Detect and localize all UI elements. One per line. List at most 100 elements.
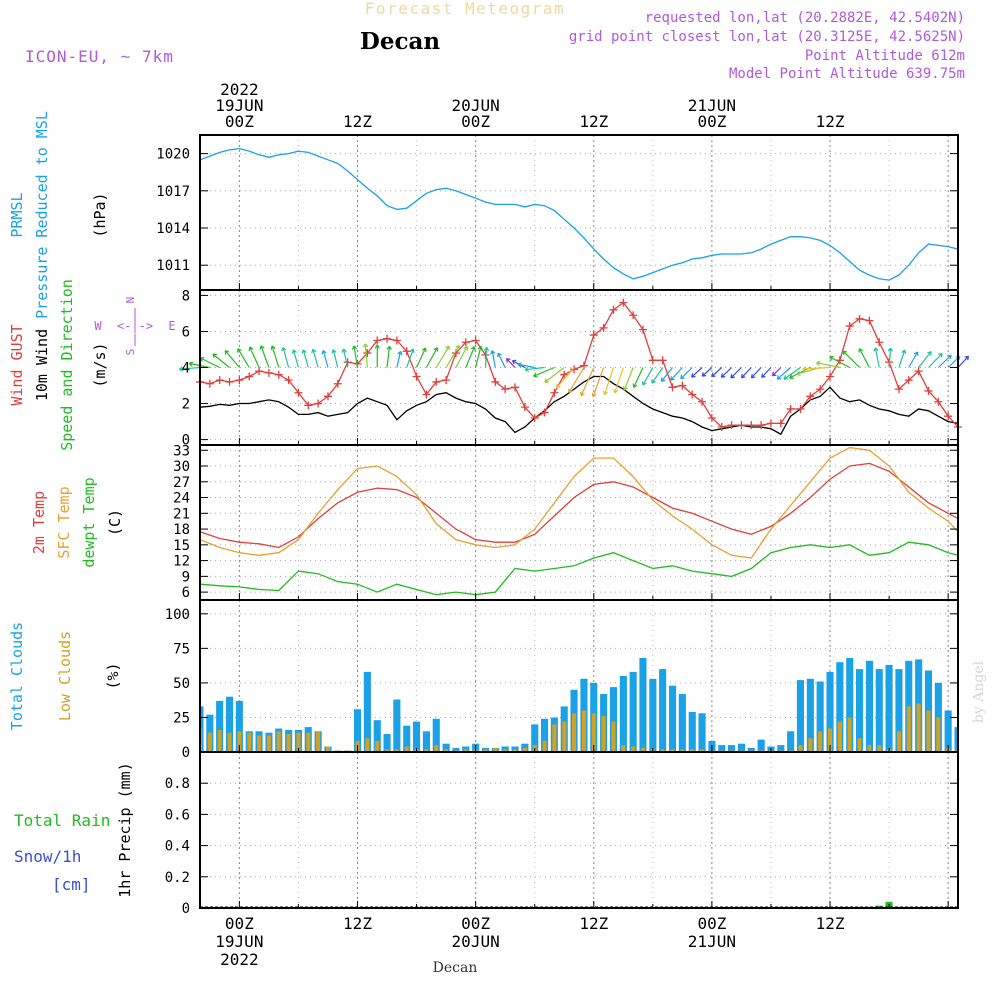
gust-point <box>501 385 510 394</box>
wind-direction-arrow <box>613 367 624 394</box>
wind-direction-arrow <box>591 367 605 398</box>
gust-point <box>707 413 716 422</box>
wind-direction-arrow <box>711 367 723 378</box>
wind-direction-arrow <box>331 349 339 368</box>
panel-frame-precipitation <box>199 751 959 909</box>
total-cloud-bar <box>403 725 411 752</box>
low-cloud-bar <box>404 746 409 752</box>
panel-frame-pressure <box>199 134 959 291</box>
gust-point <box>530 413 539 422</box>
top-time-label: 12Z <box>343 112 372 131</box>
low-cloud-bar <box>503 749 508 752</box>
wind-direction-arrow <box>898 349 907 368</box>
gust-point <box>806 392 815 401</box>
total-cloud-bar <box>619 676 627 752</box>
gust-point <box>442 376 451 385</box>
y-tick-label-wind: 2 <box>182 397 190 413</box>
panel-label-pressure: PRMSL <box>8 192 26 237</box>
wind-direction-arrow <box>556 367 575 389</box>
rain-bar <box>875 905 883 908</box>
gust-point <box>570 365 579 374</box>
total-cloud-bar <box>521 743 529 752</box>
wind-direction-arrow <box>761 367 772 378</box>
gust-point <box>845 322 854 331</box>
wind-direction-arrow <box>301 349 309 368</box>
gust-point <box>894 385 903 394</box>
wind-direction-arrow <box>816 360 841 369</box>
low-cloud-bar <box>916 703 921 752</box>
wind-direction-arrow <box>771 367 782 377</box>
low-cloud-bar <box>896 731 901 752</box>
bottom-time-label: 12Z <box>343 914 372 933</box>
total-cloud-bar <box>649 678 657 752</box>
y-tick-label-precipitation: 0.2 <box>165 870 190 886</box>
panel-label-wind: Speed and Direction <box>58 279 76 451</box>
panel-label-wind: 10m Wind <box>33 329 51 401</box>
bottom-time-label: 2022 <box>220 950 259 969</box>
top-time-label: 20JUN <box>452 96 500 115</box>
wind-direction-arrow <box>505 357 516 368</box>
panel-label-temperature: (C) <box>106 509 124 536</box>
precip-unit-label: [cm] <box>52 875 91 894</box>
y-tick-label-wind: 0 <box>182 433 190 449</box>
gust-point <box>688 390 697 399</box>
wind-direction-arrow <box>396 350 403 368</box>
low-cloud-bar <box>877 745 882 752</box>
low-cloud-bar <box>542 740 547 752</box>
wind-direction-arrow <box>425 347 439 368</box>
top-time-label: 00Z <box>461 112 490 131</box>
gust-point <box>383 334 392 343</box>
low-cloud-bar <box>818 731 823 752</box>
wind-direction-arrow <box>670 367 683 381</box>
wind-direction-arrow <box>248 346 260 368</box>
low-cloud-bar <box>266 735 271 752</box>
compass-south: S <box>124 349 137 356</box>
gust-point <box>796 404 805 413</box>
gust-point <box>757 421 766 430</box>
precip-snow-label: Snow/1h <box>14 847 81 866</box>
wind-direction-arrow <box>270 345 280 368</box>
total-cloud-bar <box>413 721 421 752</box>
y-tick-label-temperature: 18 <box>173 522 190 538</box>
total-cloud-bar <box>865 660 873 752</box>
y-tick-label-precipitation: 0.6 <box>165 807 190 823</box>
data-layer <box>178 147 970 908</box>
wind-direction-arrow <box>750 367 762 379</box>
low-cloud-bar <box>690 749 695 752</box>
header-title-top: Forecast Meteogram <box>365 0 565 18</box>
y-tick-label-temperature: 21 <box>173 506 190 522</box>
total-cloud-bar <box>531 724 539 752</box>
low-cloud-bar <box>601 716 606 752</box>
low-cloud-bar <box>306 732 311 752</box>
gust-point <box>402 347 411 356</box>
low-cloud-bar <box>483 749 488 752</box>
y-tick-label-temperature: 6 <box>182 585 190 601</box>
low-cloud-bar <box>808 738 813 752</box>
total-cloud-bar <box>728 745 736 752</box>
total-cloud-bar <box>216 700 224 752</box>
compass-north: N <box>124 297 137 304</box>
gust-point <box>245 372 254 381</box>
gust-point <box>914 367 923 376</box>
low-cloud-bar <box>207 732 212 752</box>
total-cloud-bar <box>669 685 677 752</box>
total-cloud-bar <box>354 709 362 752</box>
gust-point <box>816 385 825 394</box>
y-tick-label-pressure: 1011 <box>156 258 190 274</box>
gust-point <box>333 379 342 388</box>
gust-point <box>934 397 943 406</box>
wind-direction-arrow <box>740 367 752 379</box>
total-cloud-bar <box>875 669 883 752</box>
series-line-wind-1 <box>199 375 959 436</box>
wind-direction-arrow <box>341 348 349 368</box>
y-tick-label-clouds: 50 <box>173 676 190 692</box>
series-line-wind-0 <box>199 301 959 428</box>
total-cloud-bar <box>609 687 617 752</box>
gust-point <box>786 404 795 413</box>
low-cloud-bar <box>562 721 567 752</box>
wind-direction-arrow <box>533 366 555 378</box>
gust-point <box>698 397 707 406</box>
low-cloud-bar <box>670 749 675 752</box>
wind-direction-arrow <box>622 367 634 391</box>
y-tick-label-precipitation: 0.8 <box>165 776 190 792</box>
